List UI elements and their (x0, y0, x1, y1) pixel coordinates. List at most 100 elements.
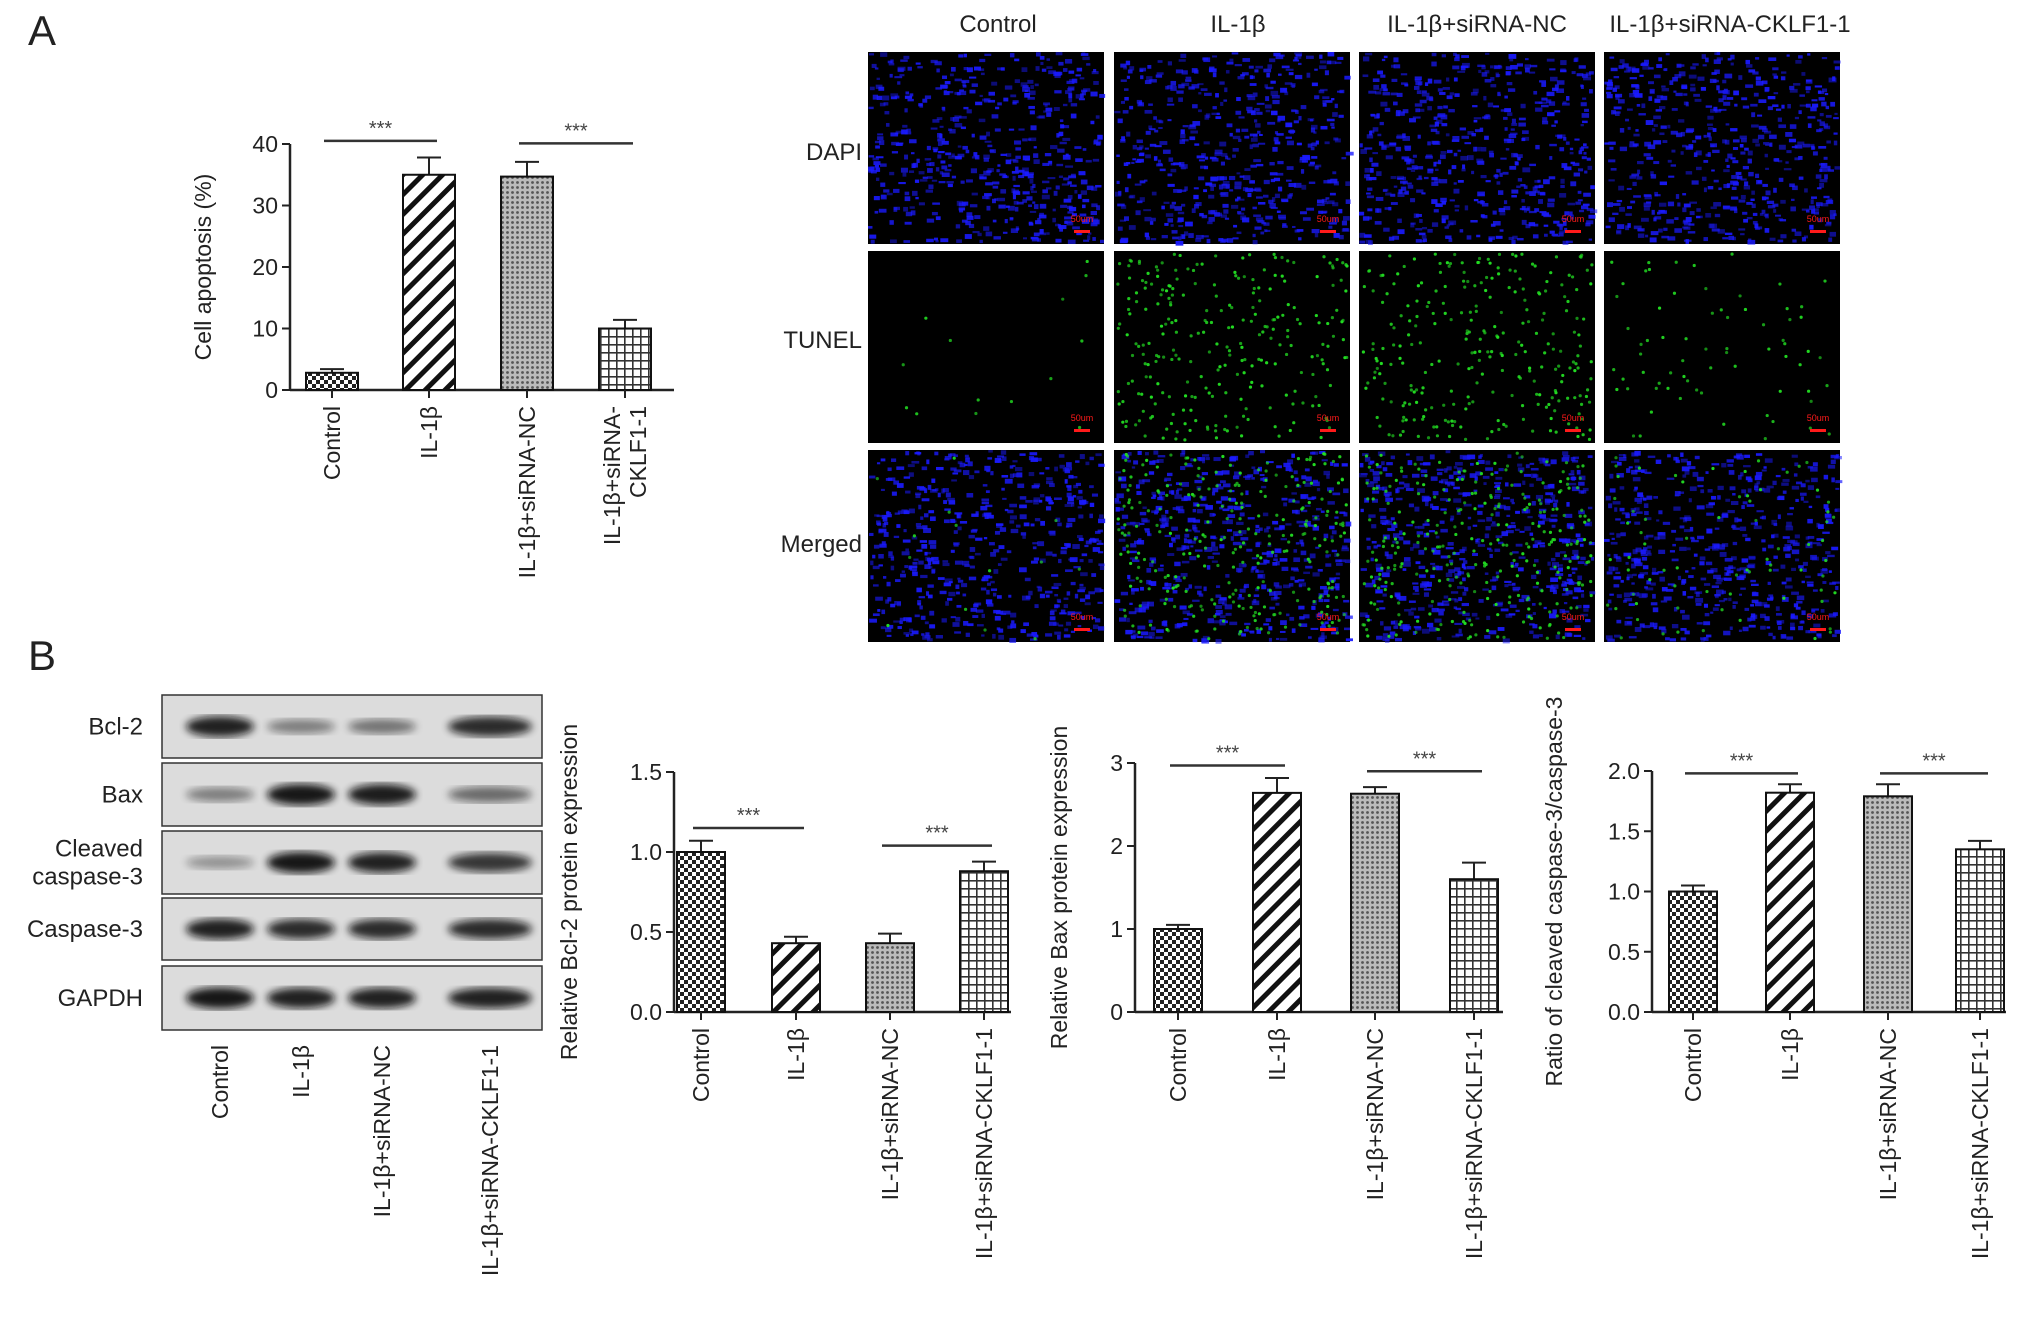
tunel-cell (1384, 580, 1388, 584)
nucleus (1141, 601, 1150, 605)
tunel-cell (1257, 286, 1261, 290)
nucleus (1431, 607, 1439, 613)
nucleus (972, 528, 978, 532)
nucleus (873, 196, 880, 201)
nucleus (1137, 102, 1145, 107)
nucleus (1521, 137, 1526, 142)
nucleus (1255, 542, 1260, 548)
tunel-cell (1401, 429, 1405, 434)
tunel-cell (1460, 521, 1464, 525)
nucleus (1479, 127, 1484, 132)
nucleus (1623, 599, 1627, 603)
nucleus (1297, 579, 1305, 582)
nucleus (1375, 196, 1384, 201)
nucleus (1563, 137, 1567, 141)
nucleus (1412, 592, 1420, 595)
nucleus (1380, 519, 1389, 524)
nucleus (1515, 609, 1520, 613)
nucleus (1267, 121, 1276, 125)
tunel-cell (1320, 497, 1324, 501)
nucleus (1041, 194, 1050, 200)
nucleus (1082, 499, 1087, 505)
nucleus (1545, 463, 1551, 467)
nucleus (1399, 530, 1403, 536)
nucleus (1418, 175, 1422, 179)
nucleus (1159, 168, 1166, 172)
nucleus (1708, 502, 1715, 506)
nucleus (1063, 634, 1071, 638)
nucleus (1493, 105, 1500, 108)
nucleus (1534, 185, 1541, 189)
nucleus (1366, 134, 1374, 139)
tunel-cell (1390, 544, 1395, 548)
nucleus (1394, 623, 1398, 626)
nucleus (1066, 591, 1071, 596)
nucleus (1305, 565, 1313, 569)
nucleus (1658, 626, 1666, 630)
nucleus (872, 584, 879, 587)
nucleus (915, 493, 921, 499)
tunel-cell (1339, 534, 1343, 538)
tunel-cell (1318, 596, 1322, 600)
nucleus (1714, 52, 1721, 55)
nucleus (1251, 566, 1257, 570)
nucleus (1165, 509, 1169, 514)
nucleus (914, 614, 920, 618)
nucleus (979, 94, 983, 97)
nucleus (1144, 529, 1150, 533)
tunel-cell (1588, 541, 1593, 545)
nucleus (934, 488, 939, 492)
nucleus (1004, 85, 1013, 90)
tunel-cell (1463, 285, 1467, 289)
nucleus (1341, 157, 1347, 160)
nucleus (1208, 194, 1215, 199)
nucleus (1281, 566, 1289, 571)
tunel-cell (1189, 334, 1193, 338)
nucleus (1773, 158, 1780, 162)
nucleus (1157, 455, 1166, 458)
nucleus (1276, 133, 1284, 136)
nucleus (1218, 212, 1223, 217)
nucleus (1561, 163, 1568, 168)
nucleus (1673, 90, 1677, 93)
tunel-cell (1128, 584, 1133, 588)
nucleus (998, 634, 1005, 640)
nucleus (1435, 203, 1443, 207)
tunel-cell (1134, 342, 1138, 346)
nucleus (1385, 519, 1390, 524)
nucleus (899, 74, 905, 77)
tunel-positive-cells (1116, 252, 1349, 442)
nucleus (902, 172, 907, 177)
nucleus (874, 164, 879, 168)
nucleus (1288, 583, 1294, 587)
nucleus (958, 116, 967, 119)
nucleus (942, 488, 949, 493)
nucleus (1461, 168, 1466, 172)
nucleus (1822, 568, 1828, 572)
nucleus (1024, 577, 1031, 582)
nucleus (1279, 630, 1286, 633)
tunel-cell (1305, 457, 1309, 462)
nucleus (1149, 636, 1155, 639)
nucleus (1484, 572, 1489, 575)
nucleus (992, 185, 999, 189)
nucleus (975, 511, 979, 515)
tunel-cell (1137, 259, 1142, 264)
nucleus (1022, 237, 1027, 240)
tunel-cell (1484, 275, 1489, 280)
tunel-cell (1412, 257, 1417, 261)
nucleus (905, 634, 909, 637)
nucleus (1031, 237, 1040, 242)
nucleus (1453, 606, 1458, 610)
nucleus (1672, 543, 1676, 547)
nucleus (1485, 526, 1491, 531)
nucleus (1331, 530, 1337, 535)
tunel-cell (1666, 386, 1670, 390)
nucleus (1454, 622, 1463, 625)
nucleus (1239, 512, 1245, 517)
nucleus (1191, 208, 1196, 214)
nucleus (1558, 232, 1564, 237)
nucleus (1321, 201, 1329, 205)
nucleus (981, 634, 985, 637)
nucleus (1568, 482, 1577, 486)
